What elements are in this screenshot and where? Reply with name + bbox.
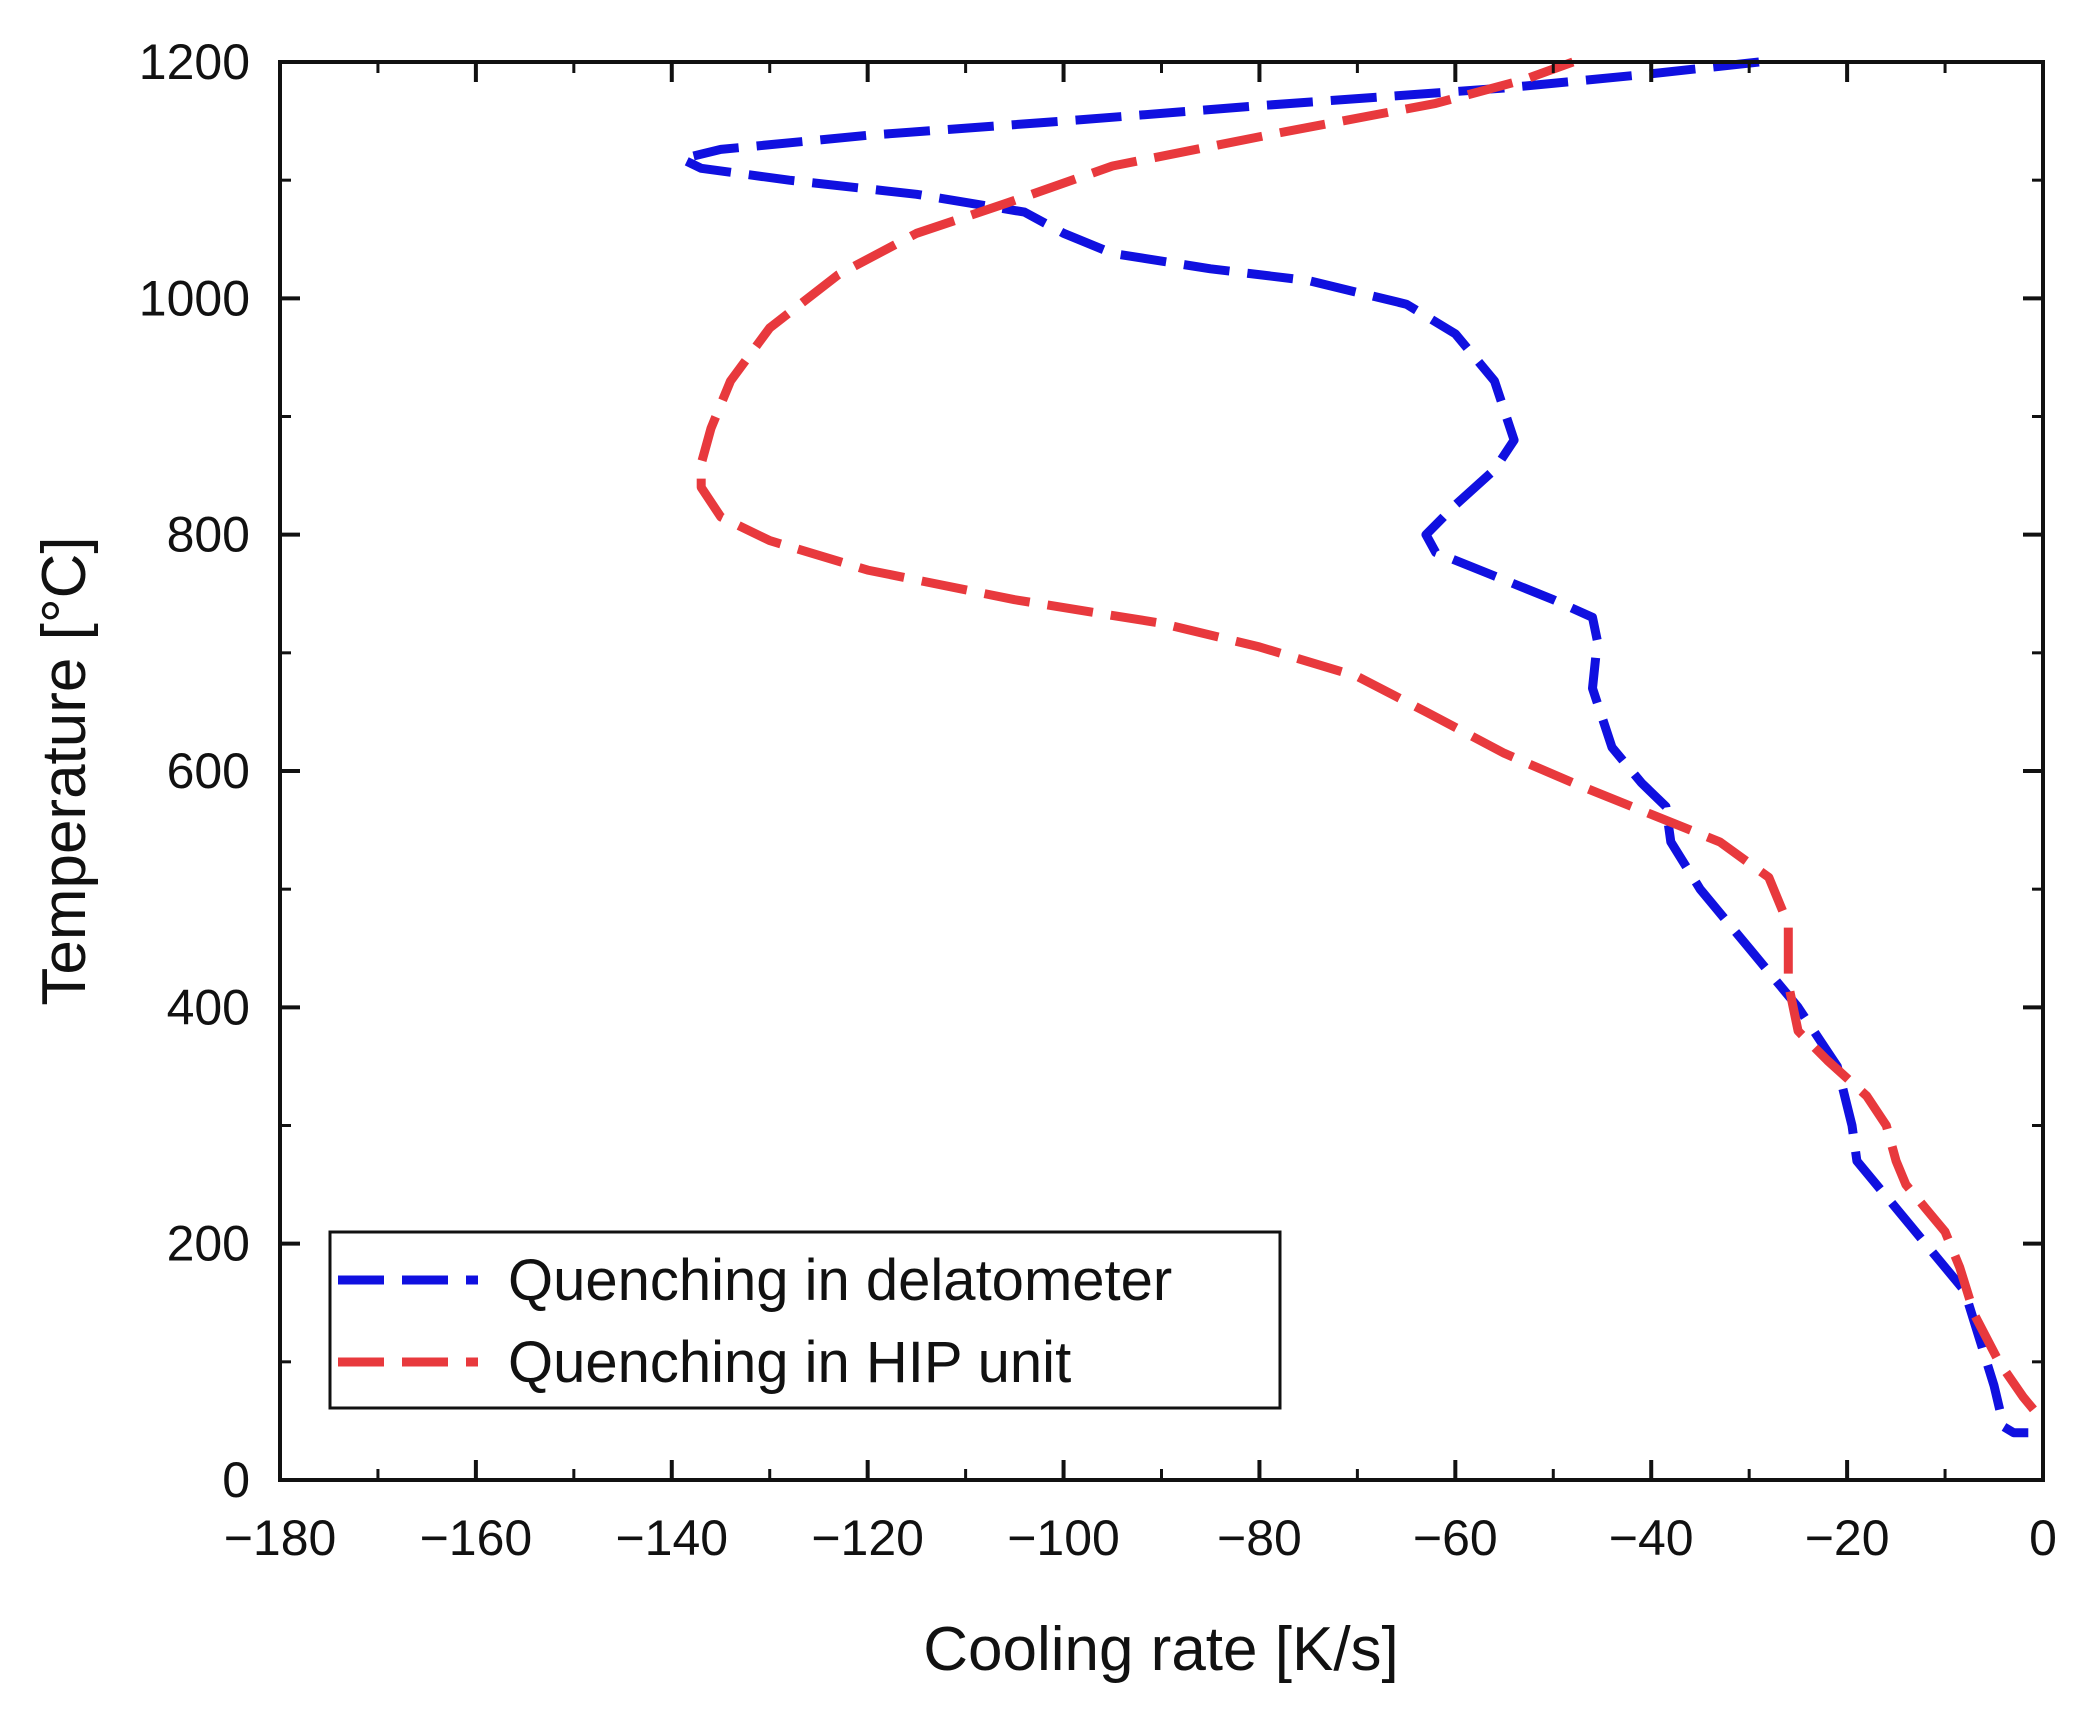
x-tick-label: −60 <box>1413 1510 1498 1566</box>
legend-box <box>328 1230 1282 1410</box>
y-tick-label: 800 <box>167 507 250 563</box>
x-tick-label: −160 <box>420 1510 533 1566</box>
x-tick-label: −20 <box>1805 1510 1890 1566</box>
y-tick-label: 600 <box>167 743 250 799</box>
series-layer <box>677 57 2047 1438</box>
y-tick-label: 400 <box>167 979 250 1035</box>
series-line-delatometer <box>677 57 2029 1438</box>
plot-frame <box>278 60 2045 1482</box>
y-tick-label: 1200 <box>139 34 250 90</box>
legend: Quenching in delatometer Quenching in HI… <box>328 1230 1282 1410</box>
legend-label-hip-unit: Quenching in HIP unit <box>508 1330 1071 1395</box>
x-tick-label: −140 <box>615 1510 728 1566</box>
y-tick-label: 1000 <box>139 270 250 326</box>
series-line-hip-unit <box>696 57 2047 1424</box>
x-tick-label: −100 <box>1007 1510 1120 1566</box>
x-tick-label: −80 <box>1217 1510 1302 1566</box>
x-tick-label: −40 <box>1609 1510 1694 1566</box>
y-tick-label: 200 <box>167 1216 250 1272</box>
y-axis-title: Temperature [°C] <box>30 536 99 1005</box>
x-axis-title: Cooling rate [K/s] <box>923 1615 1399 1684</box>
x-tick-label: −120 <box>811 1510 924 1566</box>
x-tick-label: 0 <box>2029 1510 2057 1566</box>
legend-label-delatometer: Quenching in delatometer <box>508 1248 1172 1313</box>
x-tick-label: −180 <box>224 1510 337 1566</box>
y-tick-label: 0 <box>222 1452 250 1508</box>
ticks-layer: −180 −160 −140 −120 −100 −80 −60 −40 −20 0 0 200 400… <box>139 34 2057 1566</box>
